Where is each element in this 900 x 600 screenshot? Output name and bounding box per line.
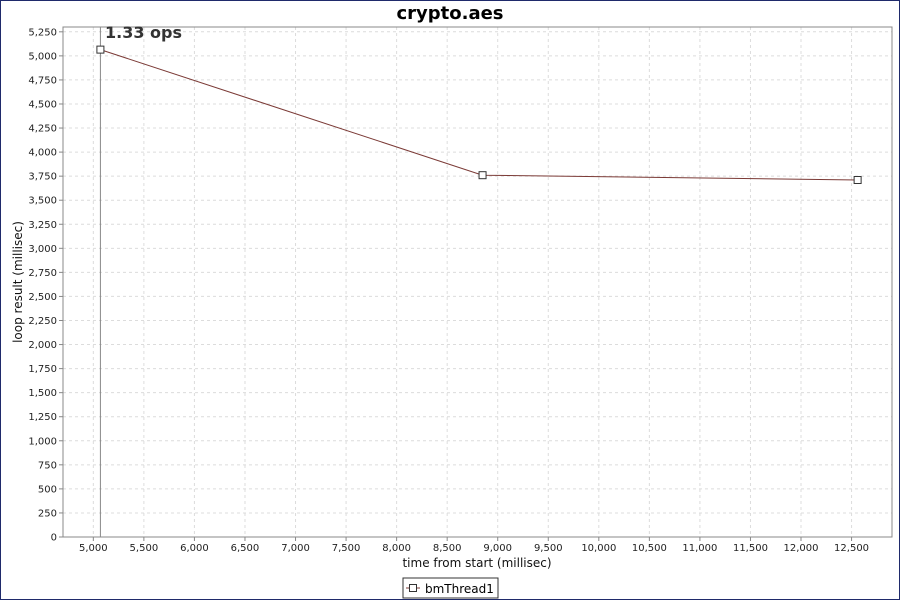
data-point — [478, 171, 487, 180]
x-tick-label: 9,000 — [483, 543, 512, 554]
x-tick-label: 12,500 — [834, 543, 869, 554]
y-tick-label: 1,000 — [28, 436, 57, 447]
y-tick-label: 3,000 — [28, 244, 57, 255]
x-tick-label: 6,500 — [231, 543, 260, 554]
y-tick-label: 1,750 — [28, 364, 57, 375]
y-axis-label: loop result (millisec) — [11, 221, 25, 343]
x-tick-label: 11,500 — [733, 543, 768, 554]
x-tick-label: 8,000 — [382, 543, 411, 554]
y-tick-label: 4,000 — [28, 148, 57, 159]
x-tick-label: 10,500 — [632, 543, 667, 554]
x-tick-label: 6,000 — [180, 543, 209, 554]
data-point — [853, 176, 862, 184]
legend: bmThread1 — [402, 577, 499, 599]
x-tick-label: 8,500 — [433, 543, 462, 554]
x-tick-label: 9,500 — [534, 543, 563, 554]
chart-title: crypto.aes — [396, 3, 503, 24]
y-tick-label: 1,500 — [28, 388, 57, 399]
x-tick-label: 12,000 — [784, 543, 819, 554]
x-tick-label: 5,500 — [130, 543, 159, 554]
x-tick-label: 7,000 — [281, 543, 310, 554]
legend-box — [402, 577, 499, 599]
y-tick-label: 4,500 — [28, 99, 57, 110]
y-tick-label: 2,250 — [28, 316, 57, 327]
x-tick-label: 11,000 — [682, 543, 717, 554]
y-tick-label: 5,250 — [28, 27, 57, 38]
y-tick-label: 3,750 — [28, 172, 57, 183]
y-tick-label: 750 — [38, 460, 57, 471]
y-tick-label: 1,250 — [28, 412, 57, 423]
y-tick-label: 3,250 — [28, 220, 57, 231]
x-tick-label: 7,500 — [332, 543, 361, 554]
plot-area — [63, 27, 892, 537]
x-axis-label: time from start (millisec) — [402, 556, 551, 570]
ops-annotation: 1.33 ops — [105, 23, 182, 42]
x-tick-label: 10,000 — [581, 543, 616, 554]
y-tick-label: 4,250 — [28, 124, 57, 135]
y-tick-label: 2,000 — [28, 340, 57, 351]
y-axis: 0 250 500 750 1,000 1,250 1,500 1,750 2,000 2,250… — [28, 27, 63, 544]
y-tick-label: 500 — [38, 484, 57, 495]
y-tick-label: 5,000 — [28, 51, 57, 62]
y-tick-label: 2,500 — [28, 292, 57, 303]
y-tick-label: 0 — [51, 533, 57, 544]
legend-marker-icon — [409, 584, 417, 592]
y-tick-label: 2,750 — [28, 268, 57, 279]
plot-border — [62, 26, 893, 538]
y-tick-label: 250 — [38, 508, 57, 519]
y-tick-label: 3,500 — [28, 196, 57, 207]
series-layer — [96, 45, 862, 184]
x-tick-label: 5,000 — [79, 543, 108, 554]
y-tick-label: 4,750 — [28, 75, 57, 86]
x-axis: 5,000 5,500 6,000 6,500 7,000 7,500 8,000 8,500… — [79, 537, 869, 554]
data-point — [96, 45, 105, 54]
legend-label: bmThread1 — [425, 582, 494, 596]
